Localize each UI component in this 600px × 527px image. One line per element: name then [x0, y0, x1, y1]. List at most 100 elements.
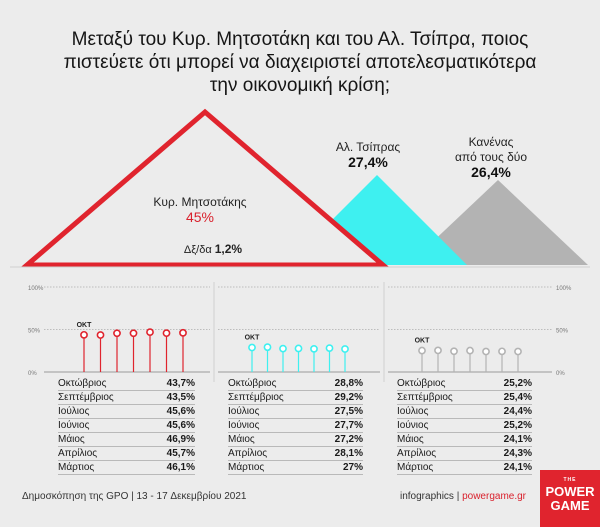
data-point-0-3 — [129, 329, 138, 338]
label-dont-know-name: Δξ/δα — [183, 244, 212, 256]
data-point-2-3 — [466, 346, 474, 355]
table-row: Ιούνιος 45,6% — [58, 419, 195, 433]
value-label: 24,1% — [503, 434, 532, 445]
label-tsipras: Αλ. Τσίπρας 27,4% — [318, 140, 418, 170]
month-label: Μάιος — [228, 434, 255, 445]
data-point-2-1 — [434, 346, 442, 355]
table-row: Μάρτιος 27% — [228, 461, 363, 475]
table-row: Απρίλιος 45,7% — [58, 447, 195, 461]
data-point-1-4 — [310, 344, 318, 353]
value-label: 28,1% — [334, 448, 363, 459]
label-none-value: 26,4% — [471, 164, 511, 180]
month-label: Ιούλιος — [58, 406, 90, 417]
month-label: Σεπτέμβριος — [397, 392, 453, 403]
month-label: Απρίλιος — [397, 448, 437, 459]
axis-tick-label-2-0: 100% — [556, 286, 572, 292]
axis-tick-label-0-2: 0% — [28, 371, 37, 377]
footer-site-link[interactable]: powergame.gr — [462, 491, 526, 502]
data-point-1-2 — [279, 344, 287, 353]
powergame-logo: THE POWER GAME — [540, 470, 600, 527]
data-point-0-5 — [162, 329, 171, 338]
axis-tick-label-0-1: 50% — [28, 329, 41, 335]
title-line-3: την οικονομική κρίση; — [209, 75, 391, 96]
table-mitsotakis: Οκτώβριος 43,7% Σεπτέμβριος 43,5% Ιούλιος 45,… — [58, 377, 195, 475]
data-point-0-1 — [96, 331, 105, 339]
data-point-2-0 — [418, 346, 426, 355]
value-label: 25,2% — [503, 378, 532, 389]
label-none-name-2: από τους δύο — [454, 150, 528, 164]
table-row: Ιούλιος 27,5% — [228, 405, 363, 419]
data-point-1-0 — [248, 343, 256, 352]
red-triangle — [20, 108, 390, 268]
title-line-1: Μεταξύ του Κυρ. Μητσοτάκη και του Αλ. Τσ… — [71, 29, 529, 50]
label-mitsotakis-name: Κυρ. Μητσοτάκης — [153, 195, 247, 209]
table-row: Μάρτιος 46,1% — [58, 461, 195, 475]
table-row: Οκτώβριος 43,7% — [58, 377, 195, 391]
footer-credit-text: infographics | — [400, 491, 463, 502]
month-label: Μάρτιος — [228, 462, 265, 473]
table-row: Σεπτέμβριος 29,2% — [228, 391, 363, 405]
data-point-1-5 — [325, 344, 334, 353]
value-label: 24,1% — [503, 462, 532, 473]
month-label: Σεπτέμβριος — [58, 392, 114, 403]
value-label: 25,2% — [503, 420, 532, 431]
month-label: Μάιος — [397, 434, 424, 445]
value-label: 46,1% — [166, 462, 195, 473]
table-row: Ιούνιος 27,7% — [228, 419, 363, 433]
label-tsipras-value: 27,4% — [348, 154, 388, 170]
value-label: 27% — [342, 462, 363, 473]
data-point-0-6 — [179, 328, 187, 337]
value-label: 28,8% — [334, 378, 363, 389]
table-row: Απρίλιος 24,3% — [397, 447, 532, 461]
table-row: Ιούλιος 45,6% — [58, 405, 195, 419]
month-label: Ιούνιος — [58, 420, 90, 431]
value-label: 45,6% — [166, 406, 195, 417]
month-label: Απρίλιος — [228, 448, 268, 459]
value-label: 24,3% — [503, 448, 532, 459]
data-point-0-0 — [80, 330, 88, 339]
value-label: 43,5% — [166, 392, 195, 403]
table-tsipras: Οκτώβριος 28,8% Σεπτέμβριος 29,2% Ιούλιος 27,… — [228, 377, 363, 475]
month-label: Απρίλιος — [58, 448, 98, 459]
month-label: Οκτώβριος — [58, 378, 107, 389]
month-label: Μάιος — [58, 434, 85, 445]
axis-tick-label-2-1: 50% — [556, 329, 569, 335]
data-point-1-3 — [294, 344, 303, 353]
table-row: Σεπτέμβριος 25,4% — [397, 391, 532, 405]
footer-credit: infographics | powergame.gr — [400, 491, 526, 502]
month-label: Ιούλιος — [228, 406, 260, 417]
value-label: 27,5% — [334, 406, 363, 417]
table-row: Μάιος 27,2% — [228, 433, 363, 447]
value-label: 43,7% — [166, 378, 195, 389]
data-point-2-2 — [450, 347, 458, 356]
table-row: Μάιος 24,1% — [397, 433, 532, 447]
value-label: 29,2% — [334, 392, 363, 403]
data-point-0-2 — [113, 329, 121, 338]
table-none: Οκτώβριος 25,2% Σεπτέμβριος 25,4% Ιούλιος 24,… — [397, 377, 532, 475]
title-line-2: πιστεύετε ότι μπορεί να διαχειριστεί απο… — [63, 52, 537, 73]
month-label: Ιούνιος — [397, 420, 429, 431]
label-none-name-1: Κανένας — [468, 135, 514, 149]
label-dont-know-value: 1,2% — [214, 242, 243, 256]
value-label: 45,6% — [166, 420, 195, 431]
page-title: Μεταξύ του Κυρ. Μητσοτάκη και του Αλ. Τσ… — [0, 28, 600, 97]
red-triangle-fill — [27, 112, 383, 265]
data-point-1-1 — [263, 343, 272, 352]
label-tsipras-name: Αλ. Τσίπρας — [335, 140, 401, 154]
month-label: Οκτώβριος — [397, 378, 446, 389]
month-label: Μάρτιος — [58, 462, 95, 473]
value-label: 46,9% — [166, 434, 195, 445]
value-label: 27,2% — [334, 434, 363, 445]
logo-line-1: POWER — [545, 484, 595, 499]
table-row: Οκτώβριος 25,2% — [397, 377, 532, 391]
month-label: Οκτώβριος — [228, 378, 277, 389]
month-label: Ιούλιος — [397, 406, 429, 417]
month-label: Μάρτιος — [397, 462, 434, 473]
logo-line-2: GAME — [550, 498, 590, 513]
label-mitsotakis: Κυρ. Μητσοτάκης 45% — [125, 195, 275, 225]
footer-source: Δημοσκόπηση της GPO | 13 - 17 Δεκεμβρίου… — [22, 491, 247, 502]
table-row: Οκτώβριος 28,8% — [228, 377, 363, 391]
data-point-2-5 — [498, 347, 506, 356]
label-mitsotakis-value: 45% — [185, 209, 215, 225]
data-point-0-4 — [146, 328, 154, 337]
